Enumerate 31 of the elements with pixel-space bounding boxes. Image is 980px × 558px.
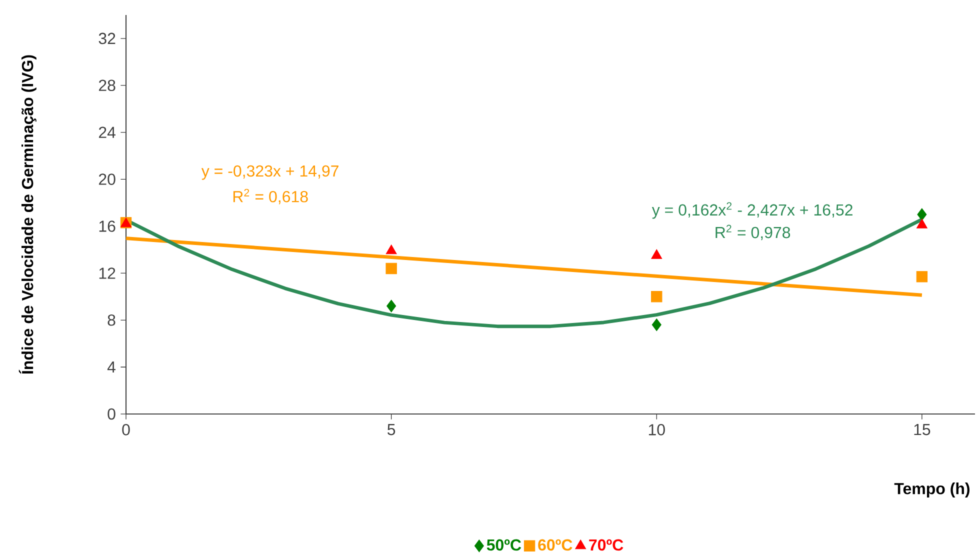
x-tick-label: 15 <box>914 424 930 436</box>
y-axis-title: Índice de Velocidade de Germinação (IVG) <box>18 55 36 374</box>
x-axis-title: Tempo (h) <box>894 482 970 498</box>
y-tick-label: 20 <box>98 174 116 186</box>
point <box>386 262 397 274</box>
annotation: y = 0,162x$^{2}$ - 2,427x + 16,52 <box>652 202 852 219</box>
y-tick-label: 32 <box>98 32 116 44</box>
annotation: R$^{2}$ = 0,618 <box>233 188 308 204</box>
x-tick-label: 10 <box>648 424 665 436</box>
annotation: R$^{2}$ = 0,978 <box>716 224 790 240</box>
y-tick-label: 16 <box>99 220 116 232</box>
annotation: y = -0,323x + 14,97 <box>201 165 338 180</box>
point <box>916 218 928 228</box>
y-tick-label: 8 <box>108 314 116 326</box>
legend-label: 50ºC <box>486 539 522 551</box>
x-tick-label: 5 <box>388 424 396 436</box>
y-tick-label: 24 <box>98 126 116 138</box>
point <box>386 300 396 312</box>
y-tick-label: 28 <box>98 80 116 92</box>
point <box>916 271 928 282</box>
point <box>652 318 662 332</box>
legend-label: 70ºC <box>589 539 624 551</box>
y-tick-label: 0 <box>108 408 116 420</box>
point <box>386 244 397 254</box>
legend-label: 60ºC <box>538 539 572 551</box>
point <box>651 291 662 302</box>
x-tick-label: 0 <box>122 424 130 436</box>
point <box>917 208 927 221</box>
point <box>651 249 662 259</box>
y-tick-label: 12 <box>99 268 116 279</box>
y-tick-label: 4 <box>107 362 116 373</box>
